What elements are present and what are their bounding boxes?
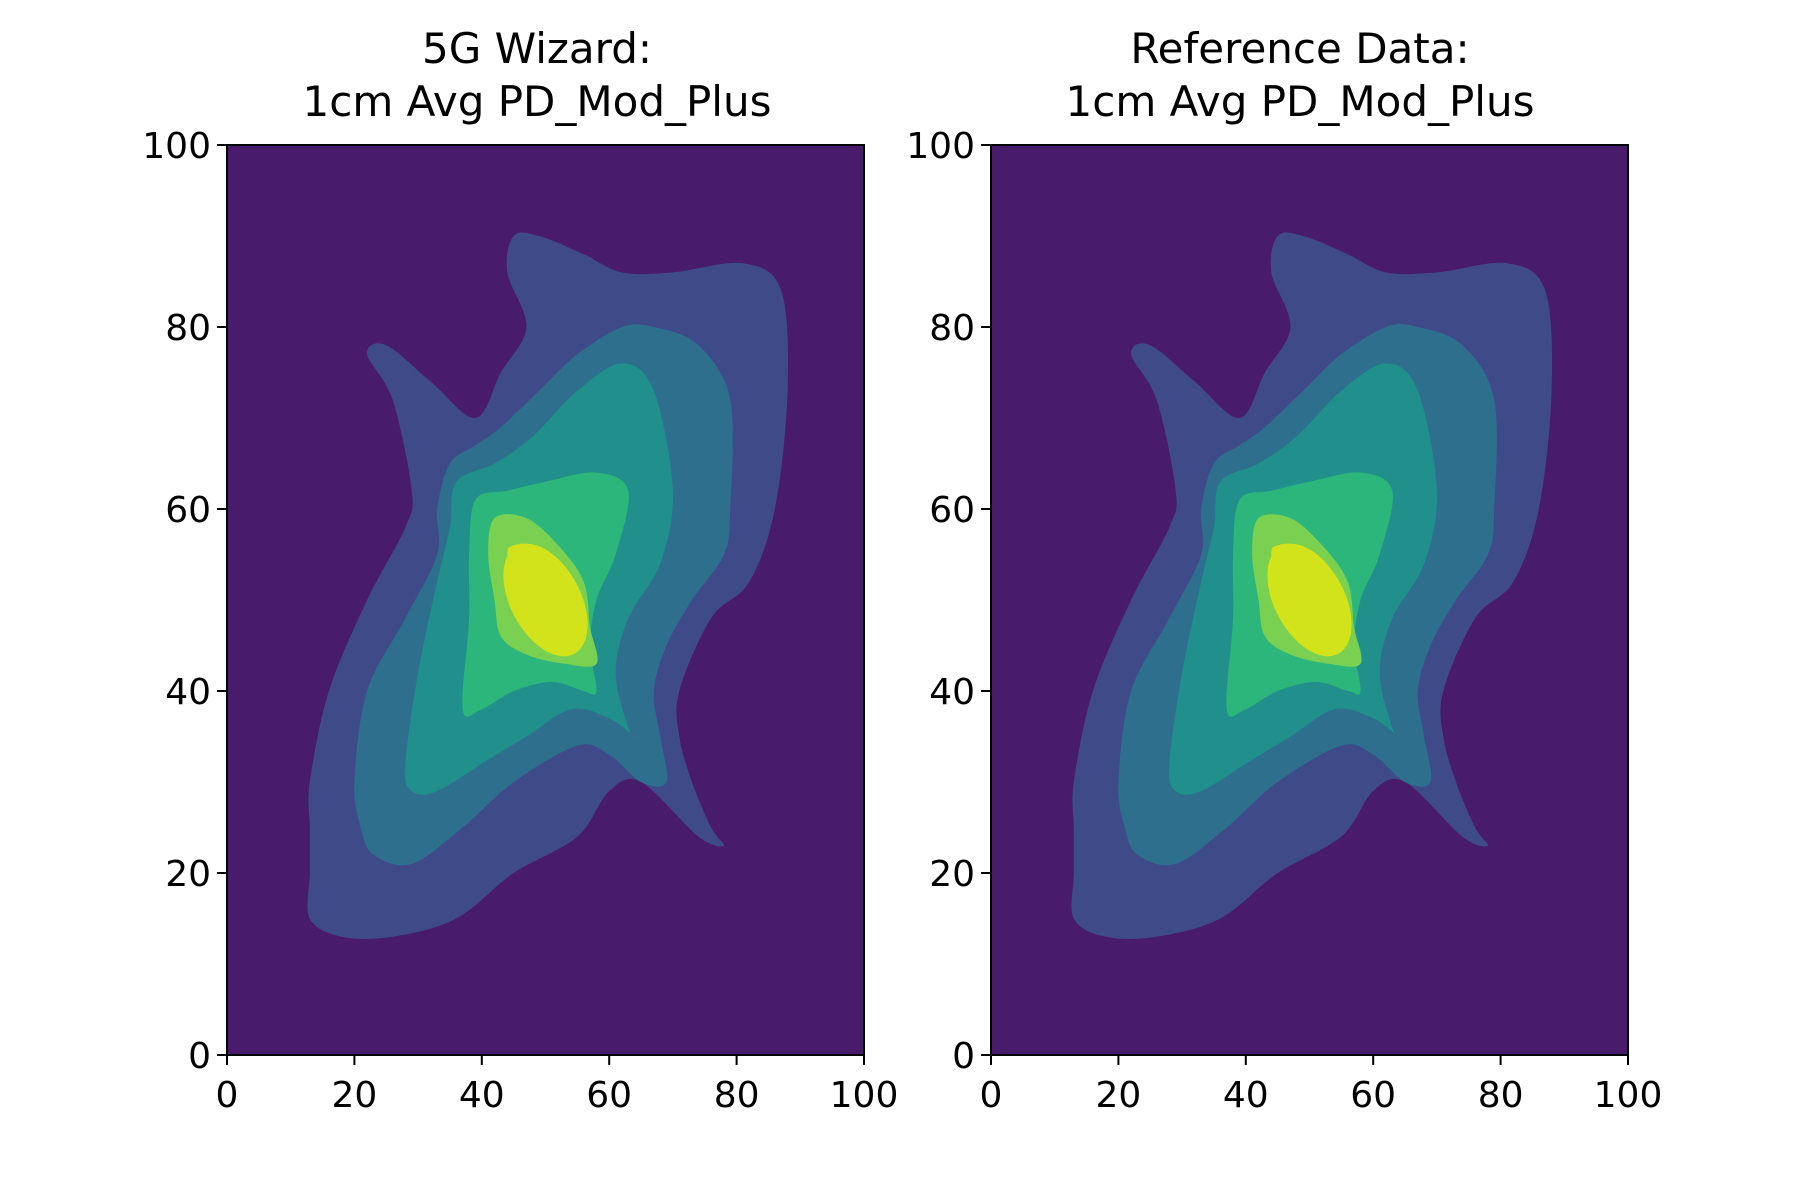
right-y-tick-label: 40 xyxy=(929,672,975,713)
left-y-tick-label: 0 xyxy=(188,1036,211,1077)
right-y-tick-label: 100 xyxy=(906,126,975,167)
left-x-tick-label: 100 xyxy=(830,1075,899,1116)
left-y-tick-label: 60 xyxy=(165,490,211,531)
left-plot-area: 0 20 40 60 80 100 0 20 40 60 80 100 xyxy=(142,126,898,1116)
left-contour-panel: 5G Wizard: 1cm Avg PD_Mod_Plus 0 20 40 60 80… xyxy=(142,24,898,1116)
left-y-tick-label: 20 xyxy=(165,854,211,895)
right-x-tick-label: 20 xyxy=(1095,1075,1141,1116)
right-y-tick-label: 80 xyxy=(929,308,975,349)
left-x-tick-label: 60 xyxy=(586,1075,632,1116)
right-contour-peak xyxy=(1267,543,1352,657)
right-title-line-2: 1cm Avg PD_Mod_Plus xyxy=(1066,77,1535,126)
left-title-line-2: 1cm Avg PD_Mod_Plus xyxy=(303,77,772,126)
right-y-tick-label: 20 xyxy=(929,854,975,895)
right-title-line-1: Reference Data: xyxy=(1130,24,1469,73)
left-contour-fills xyxy=(227,145,864,1055)
right-contour-panel: Reference Data: 1cm Avg PD_Mod_Plus 0 20 4… xyxy=(906,24,1662,1116)
left-title-line-1: 5G Wizard: xyxy=(422,24,652,73)
right-x-tick-label: 100 xyxy=(1594,1075,1663,1116)
right-y-tick-label: 60 xyxy=(929,490,975,531)
left-x-tick-label: 20 xyxy=(331,1075,377,1116)
right-contour-fills xyxy=(991,145,1628,1055)
right-plot-area: 0 20 40 60 80 100 0 20 40 60 80 100 xyxy=(906,126,1662,1116)
left-y-tick-label: 40 xyxy=(165,672,211,713)
right-x-tick-label: 80 xyxy=(1478,1075,1524,1116)
right-x-tick-label: 40 xyxy=(1223,1075,1269,1116)
left-y-tick-label: 80 xyxy=(165,308,211,349)
left-x-tick-label: 80 xyxy=(714,1075,760,1116)
left-axes-frame xyxy=(226,144,865,1056)
right-x-tick-label: 0 xyxy=(980,1075,1003,1116)
left-x-tick-label: 40 xyxy=(459,1075,505,1116)
left-x-tick-label: 0 xyxy=(216,1075,239,1116)
right-y-tick-label: 0 xyxy=(952,1036,975,1077)
left-y-tick-label: 100 xyxy=(142,126,211,167)
right-x-tick-label: 60 xyxy=(1350,1075,1396,1116)
left-contour-peak xyxy=(503,543,588,657)
right-axes-frame xyxy=(990,144,1629,1056)
